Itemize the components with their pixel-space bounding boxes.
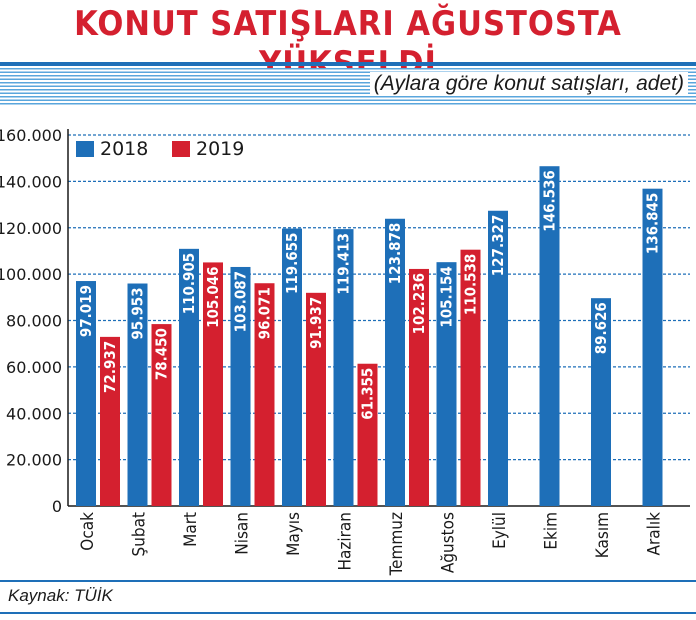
- data-label: 119.413: [335, 233, 353, 294]
- bar-chart: 0 20.000 40.000 60.000 80.000 100.000 120.000 1…: [0, 126, 690, 576]
- bar-2019: [409, 268, 429, 506]
- bar-2019: [306, 292, 326, 506]
- x-tick-label: Mart: [181, 512, 201, 547]
- x-tick-label: Eylül: [490, 512, 510, 549]
- bar-2019: [100, 336, 120, 506]
- y-tick-label: 20.000: [6, 451, 62, 470]
- bar-2018: [539, 166, 560, 506]
- data-label: 96.071: [256, 287, 274, 339]
- data-label: 61.355: [359, 368, 377, 420]
- legend-swatch-2019: [172, 141, 190, 157]
- title-divider: [0, 62, 696, 66]
- bar-2018: [76, 281, 96, 506]
- y-tick-label: 40.000: [6, 404, 62, 423]
- y-tick-label: 140.000: [0, 172, 62, 191]
- bar-2018: [179, 248, 199, 506]
- x-tick-label: Ağustos: [439, 512, 459, 573]
- data-label: 89.626: [592, 302, 610, 354]
- bar-2018: [230, 266, 251, 506]
- legend-swatch-2018: [76, 141, 94, 157]
- bar-2018: [385, 218, 405, 507]
- bar-2019: [254, 283, 275, 506]
- data-label: 78.450: [153, 328, 171, 380]
- y-tick-label: 0: [52, 497, 62, 516]
- data-label: 123.878: [386, 223, 404, 284]
- data-label: 110.905: [180, 253, 198, 314]
- data-label: 103.087: [232, 271, 250, 332]
- y-tick-label: 120.000: [0, 219, 62, 238]
- data-label: 97.019: [77, 285, 95, 337]
- x-tick-label: Mayıs: [284, 512, 304, 556]
- x-tick-label: Ekim: [542, 512, 562, 550]
- bar-2018: [642, 188, 663, 506]
- y-tick-label: 80.000: [6, 312, 62, 331]
- x-tick-label: Nisan: [233, 512, 253, 555]
- bar-2018: [436, 262, 457, 506]
- data-label: 110.538: [462, 254, 480, 315]
- x-tick-label: Kasım: [593, 512, 613, 558]
- bar-2018: [591, 298, 611, 506]
- data-label: 127.327: [489, 215, 507, 276]
- y-tick-label: 160.000: [0, 126, 62, 145]
- footer-divider: [0, 580, 696, 582]
- data-label: 102.236: [410, 273, 428, 334]
- bar-2018: [488, 210, 508, 506]
- x-tick-label: Haziran: [336, 512, 356, 571]
- bar-2019: [203, 262, 223, 506]
- data-label: 105.154: [438, 266, 456, 327]
- x-tick-label: Aralık: [645, 512, 665, 556]
- y-tick-label: 60.000: [6, 358, 62, 377]
- bar-2019: [357, 363, 378, 506]
- legend-label-2019: 2019: [196, 138, 244, 160]
- data-label: 95.953: [129, 288, 147, 340]
- data-label: 136.845: [644, 193, 662, 254]
- x-tick-label: Şubat: [130, 512, 150, 556]
- bar-2018: [127, 283, 148, 506]
- bar-2019: [151, 324, 172, 506]
- data-label: 91.937: [307, 297, 325, 349]
- data-label: 72.937: [101, 341, 119, 393]
- bar-2019: [460, 249, 481, 507]
- bar-2018: [282, 228, 302, 506]
- data-label: 146.536: [541, 170, 559, 231]
- x-tick-label: Ocak: [78, 512, 98, 551]
- x-tick-label: Temmuz: [387, 512, 407, 576]
- source-note: Kaynak: TÜİK: [8, 586, 113, 605]
- chart-subtitle: (Aylara göre konut satışları, adet): [369, 72, 688, 96]
- data-label: 119.655: [283, 233, 301, 294]
- bottom-divider: [0, 612, 696, 614]
- y-tick-label: 100.000: [0, 265, 62, 284]
- data-label: 105.046: [204, 266, 222, 327]
- bar-2018: [333, 229, 354, 506]
- legend-label-2018: 2018: [100, 138, 148, 160]
